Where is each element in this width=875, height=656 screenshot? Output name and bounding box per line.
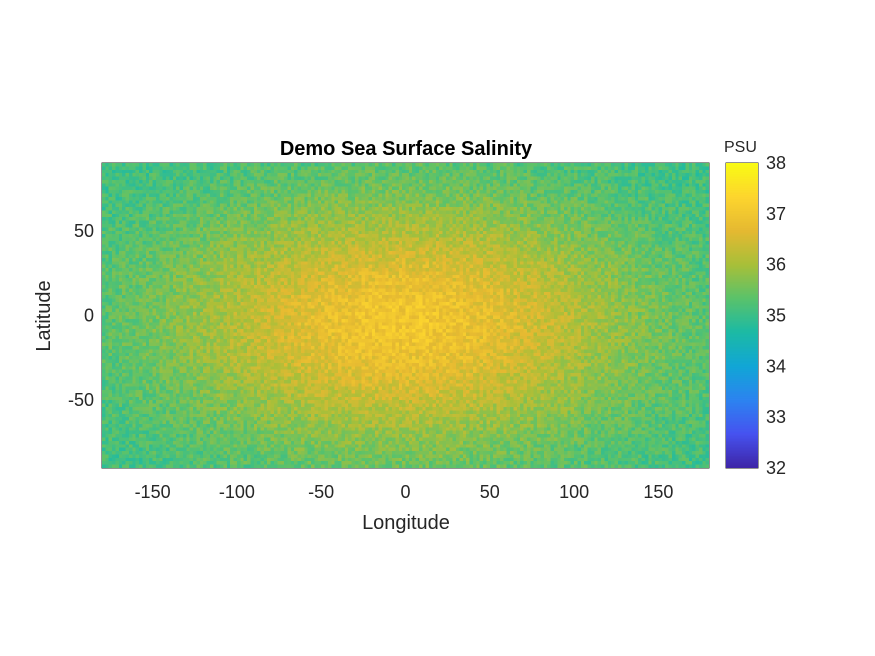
colorbar-tick-label: 38 [766, 153, 786, 173]
colorbar-tick-label: 37 [766, 204, 786, 224]
colorbar-label: PSU [724, 139, 757, 156]
x-axis-label: Longitude [362, 512, 450, 534]
y-axis-label: Latitude [33, 280, 55, 351]
colorbar-ticks: 32 33 34 35 36 37 38 [753, 153, 786, 478]
salinity-heatmap [102, 163, 709, 468]
colorbar-tick-label: 32 [766, 458, 786, 478]
y-tick-label: -50 [68, 390, 94, 410]
x-tick-label: -100 [219, 482, 255, 502]
x-tick-label: -150 [135, 482, 171, 502]
colorbar-tick-label: 36 [766, 255, 786, 275]
x-tick-label: 100 [559, 482, 589, 502]
x-tick-label: 0 [400, 482, 410, 502]
colorbar-tick-label: 34 [766, 356, 786, 376]
colorbar-tick-label: 33 [766, 407, 786, 427]
colorbar-tick-label: 35 [766, 306, 786, 326]
x-tick-label: 50 [480, 482, 500, 502]
y-tick-label: 0 [84, 306, 94, 326]
x-axis-ticks: -150 -100 -50 0 50 100 150 [135, 163, 673, 502]
x-tick-label: -50 [308, 482, 334, 502]
colorbar-gradient [726, 163, 758, 468]
y-tick-label: 50 [74, 221, 94, 241]
x-tick-label: 150 [643, 482, 673, 502]
chart-title: Demo Sea Surface Salinity [280, 138, 533, 160]
